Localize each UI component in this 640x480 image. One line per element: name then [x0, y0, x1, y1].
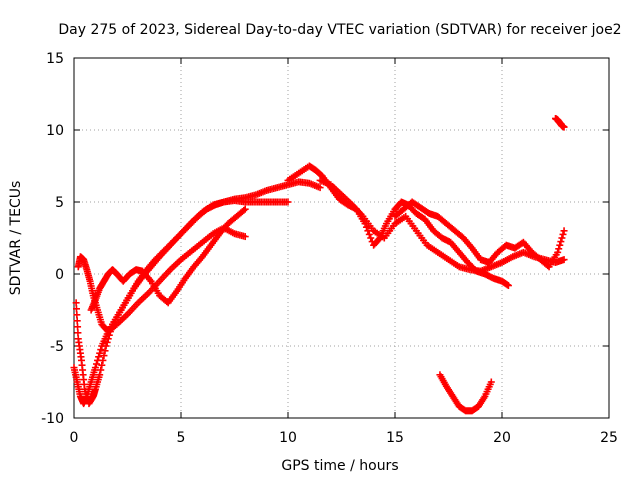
y-tick-label: 0	[55, 267, 64, 283]
series-track-f	[316, 176, 568, 275]
data-point	[560, 227, 568, 235]
data-point	[362, 223, 370, 231]
data-points	[70, 114, 568, 415]
y-tick-label: -5	[50, 339, 64, 355]
data-point	[95, 353, 103, 361]
data-point	[97, 346, 105, 354]
x-tick-label: 5	[177, 430, 186, 446]
data-point	[97, 366, 105, 374]
data-point	[91, 364, 99, 372]
data-point	[559, 230, 567, 238]
tick-labels: 0 5 10 15 20 25 -10 -5 0 5 10 15	[41, 51, 618, 446]
data-point	[96, 349, 104, 357]
grid	[74, 58, 609, 418]
data-point	[241, 205, 249, 213]
data-point	[100, 352, 108, 360]
x-tick-label: 20	[493, 430, 511, 446]
data-point	[241, 233, 249, 241]
data-point	[560, 256, 568, 264]
data-point	[73, 317, 81, 325]
data-point	[73, 311, 81, 319]
series-track-b	[70, 197, 292, 408]
data-point	[94, 356, 102, 364]
data-point	[92, 360, 100, 368]
data-point	[96, 371, 104, 379]
data-point	[98, 361, 106, 369]
y-tick-label: 10	[46, 123, 64, 139]
data-point	[558, 234, 566, 242]
data-point	[555, 245, 563, 253]
data-point	[316, 184, 324, 192]
data-point	[554, 248, 562, 256]
x-tick-label: 25	[600, 430, 618, 446]
x-tick-label: 15	[386, 430, 404, 446]
data-point	[556, 241, 564, 249]
x-tick-label: 0	[70, 430, 79, 446]
data-point	[74, 329, 82, 337]
series-track-g	[391, 198, 568, 271]
y-axis-label: SDTVAR / TECUs	[8, 181, 24, 296]
data-point	[560, 123, 568, 131]
series-track-d	[87, 205, 249, 314]
data-point	[72, 305, 80, 313]
data-point	[487, 378, 495, 386]
data-point	[365, 230, 373, 238]
data-point	[284, 198, 292, 206]
series-track-i	[552, 114, 568, 131]
chart-title: Day 275 of 2023, Sidereal Day-to-day VTE…	[58, 22, 621, 38]
data-point	[367, 234, 375, 242]
data-point	[103, 338, 111, 346]
series-track-h	[436, 371, 495, 415]
plot-frame	[73, 57, 610, 419]
data-point	[74, 323, 82, 331]
data-point	[557, 238, 565, 246]
data-point	[240, 206, 248, 214]
y-tick-label: 5	[55, 195, 64, 211]
data-point	[72, 299, 80, 307]
y-tick-label: -10	[41, 411, 64, 427]
tick-marks	[73, 57, 610, 419]
data-point	[504, 282, 512, 290]
x-axis-label: GPS time / hours	[281, 458, 398, 474]
series-track-c	[74, 224, 249, 336]
y-tick-label: 15	[46, 51, 64, 67]
x-tick-label: 10	[279, 430, 297, 446]
data-point	[101, 347, 109, 355]
